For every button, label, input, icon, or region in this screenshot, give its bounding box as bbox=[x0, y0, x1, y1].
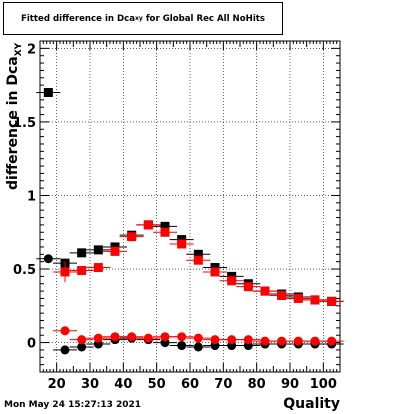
y-tick-label: 1.5 bbox=[13, 116, 36, 131]
series-1-point bbox=[243, 282, 253, 292]
chart-title-subscript: xy bbox=[135, 15, 143, 22]
series-3-point bbox=[60, 326, 70, 336]
x-tick-label: 40 bbox=[114, 377, 132, 392]
y-axis-label-main: difference in Dca bbox=[5, 56, 21, 190]
y-axis-label-container: difference in DcaXY bbox=[3, 0, 24, 414]
series-1-point bbox=[93, 263, 103, 273]
series-0-point bbox=[160, 221, 170, 231]
chart-title-box: Fitted difference in Dca xy for Global Re… bbox=[3, 2, 283, 35]
series-1-point bbox=[77, 265, 87, 275]
series-3-point bbox=[93, 333, 103, 343]
series-3-point bbox=[277, 336, 287, 346]
x-tick-label: 100 bbox=[310, 377, 337, 392]
series-1-point bbox=[193, 255, 203, 265]
series-1-point bbox=[177, 239, 187, 249]
series-3-point bbox=[210, 335, 220, 345]
y-tick-label: 0.5 bbox=[13, 263, 36, 278]
y-axis-label: difference in DcaXY bbox=[5, 43, 24, 190]
x-tick-label: 60 bbox=[181, 377, 199, 392]
x-tick-label: 50 bbox=[148, 377, 166, 392]
series-1-point bbox=[60, 267, 70, 277]
x-tick-label: 30 bbox=[81, 377, 99, 392]
y-tick-label: 2 bbox=[27, 42, 36, 57]
series-0-point bbox=[43, 87, 53, 97]
series-1-point bbox=[160, 227, 170, 237]
x-tick-label: 20 bbox=[48, 377, 66, 392]
y-axis-label-subscript: XY bbox=[13, 42, 24, 57]
x-axis-label: Quality bbox=[283, 396, 340, 412]
y-tick-label: 0 bbox=[27, 337, 36, 352]
x-tick-label: 80 bbox=[248, 377, 266, 392]
series-2-point bbox=[177, 341, 187, 351]
series-3-point bbox=[160, 332, 170, 342]
series-3-point bbox=[260, 336, 270, 346]
series-2-point bbox=[77, 342, 87, 352]
series-1-point bbox=[143, 220, 153, 230]
series-1-point bbox=[260, 286, 270, 296]
y-tick-label: 1 bbox=[27, 189, 36, 204]
series-2-point bbox=[193, 342, 203, 352]
series-0-point bbox=[193, 249, 203, 259]
series-3-point bbox=[327, 336, 337, 346]
series-1-point bbox=[127, 232, 137, 242]
series-1-point bbox=[210, 267, 220, 277]
chart-title-rest: for Global Rec All NoHits bbox=[142, 13, 266, 24]
series-1-point bbox=[327, 296, 337, 306]
series-1-point bbox=[277, 291, 287, 301]
series-1-point bbox=[293, 293, 303, 303]
chart-title-main: Fitted difference in Dca bbox=[20, 13, 136, 24]
series-3-point bbox=[177, 332, 187, 342]
chart-title: Fitted difference in Dca xy for Global Re… bbox=[4, 3, 282, 34]
timestamp: Mon May 24 15:27:13 2021 bbox=[4, 400, 142, 410]
series-3-point bbox=[243, 335, 253, 345]
series-3-point bbox=[127, 332, 137, 342]
series-1-point bbox=[310, 295, 320, 305]
series-3-point bbox=[77, 335, 87, 345]
series-3-point bbox=[227, 335, 237, 345]
series-3-point bbox=[143, 333, 153, 343]
series-1-point bbox=[227, 276, 237, 286]
series-0-point bbox=[77, 248, 87, 258]
series-3-point bbox=[110, 332, 120, 342]
series-2-point bbox=[43, 254, 53, 264]
series-2-point bbox=[60, 345, 70, 355]
series-0-point bbox=[93, 245, 103, 255]
series-3-point bbox=[310, 336, 320, 346]
series-3-point bbox=[293, 336, 303, 346]
series-1-point bbox=[110, 246, 120, 256]
x-tick-label: 70 bbox=[214, 377, 232, 392]
x-tick-label: 90 bbox=[281, 377, 299, 392]
series-3-point bbox=[193, 333, 203, 343]
